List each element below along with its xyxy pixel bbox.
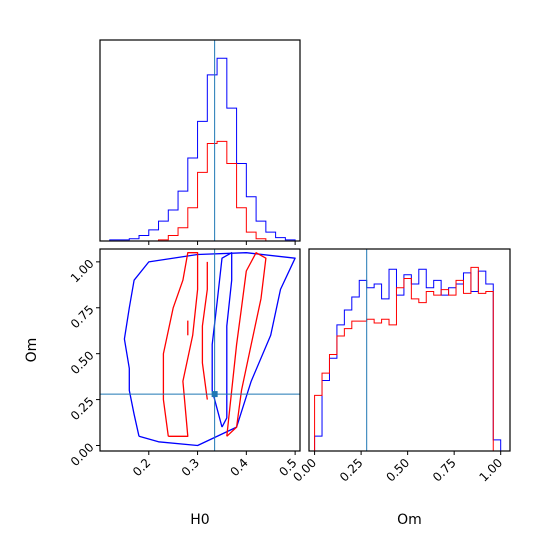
y-axis-label-om: Om xyxy=(24,338,40,363)
x-axis-label-h0: H0 xyxy=(190,512,209,528)
h0-hist-frame xyxy=(99,39,301,242)
contour-ytick-label: 0.50 xyxy=(68,348,97,377)
om-hist-xtick-label: 0.50 xyxy=(383,456,412,485)
contour-ytick-label: 0.75 xyxy=(68,302,97,331)
om-hist-series-blue xyxy=(314,268,502,451)
contour-xtick-label: 0.2 xyxy=(130,456,153,479)
om-hist-xtick-label: 0.75 xyxy=(430,456,459,485)
om-hist-xtick-label: 1.00 xyxy=(476,456,505,485)
contour-frame xyxy=(99,248,301,452)
om-hist-xtick-label: 0.25 xyxy=(337,456,366,485)
contour-lines xyxy=(123,252,296,447)
contour-ytick-label: 0.25 xyxy=(68,394,97,423)
contour-xtick-label: 0.3 xyxy=(179,456,202,479)
contour-ytick-label: 0.00 xyxy=(68,440,97,469)
contour-ytick-label: 1.00 xyxy=(68,257,97,286)
contour-red xyxy=(201,261,208,400)
truth-marker xyxy=(211,391,218,398)
x-axis-label-om: Om xyxy=(397,512,422,528)
contour-blue xyxy=(211,252,233,428)
om-hist-series-red xyxy=(314,266,501,452)
om-hist-frame xyxy=(308,248,511,452)
contour-red xyxy=(226,252,267,437)
om-hist-xtick-label: 0.00 xyxy=(290,456,319,485)
contour-xtick-label: 0.4 xyxy=(228,456,251,479)
h0-hist-series-blue xyxy=(100,57,296,242)
contour-blue xyxy=(123,252,296,447)
contour-red xyxy=(162,252,199,437)
